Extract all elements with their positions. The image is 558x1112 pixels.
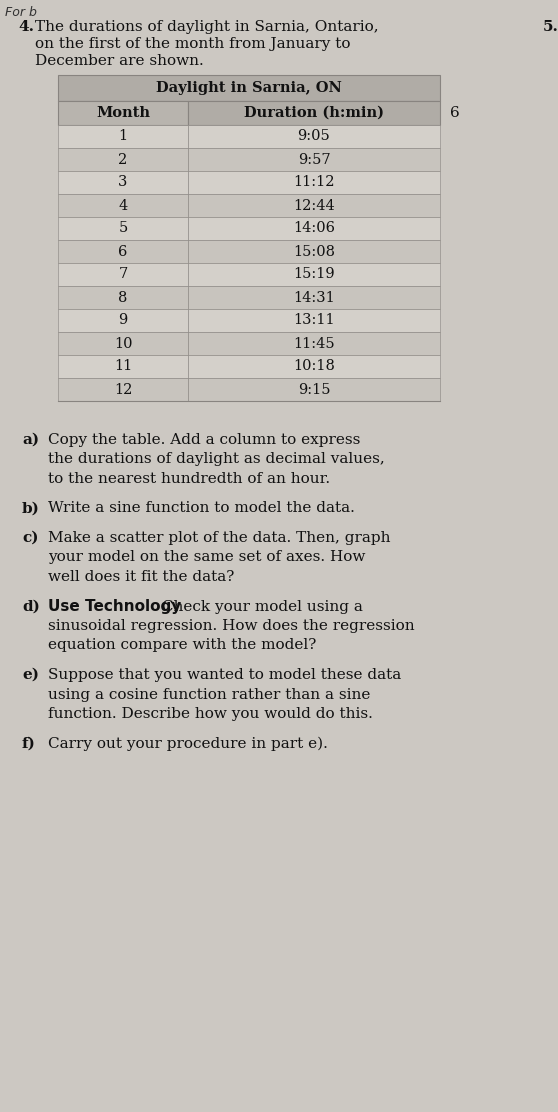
Bar (188, 193, 440, 217)
Bar (58, 101, 188, 125)
Text: 14:06: 14:06 (293, 221, 335, 236)
Bar (188, 125, 440, 148)
Bar (58, 332, 188, 355)
Text: 3: 3 (118, 176, 128, 189)
Bar (188, 332, 440, 355)
Bar (188, 286, 440, 309)
Text: 5: 5 (118, 221, 128, 236)
Bar (58, 286, 188, 309)
Text: 5.: 5. (543, 20, 558, 34)
Bar (58, 378, 188, 401)
Text: 15:08: 15:08 (293, 245, 335, 258)
Text: 11:12: 11:12 (294, 176, 335, 189)
Text: well does it fit the data?: well does it fit the data? (48, 570, 234, 584)
Bar (58, 217, 188, 240)
Bar (58, 171, 188, 193)
Text: 9: 9 (118, 314, 128, 328)
Text: f): f) (22, 736, 36, 751)
Text: 12: 12 (114, 383, 132, 397)
Text: 10:18: 10:18 (293, 359, 335, 374)
Text: 1: 1 (118, 129, 128, 143)
Bar (188, 378, 440, 401)
Text: 13:11: 13:11 (293, 314, 335, 328)
Text: 14:31: 14:31 (293, 290, 335, 305)
Text: function. Describe how you would do this.: function. Describe how you would do this… (48, 707, 373, 721)
Text: Use Technology: Use Technology (48, 599, 181, 615)
Text: For b: For b (5, 6, 37, 19)
Bar (188, 264, 440, 286)
Text: Copy the table. Add a column to express: Copy the table. Add a column to express (48, 433, 360, 447)
Text: 11:45: 11:45 (293, 337, 335, 350)
Text: 9:57: 9:57 (297, 152, 330, 167)
Text: Write a sine function to model the data.: Write a sine function to model the data. (48, 502, 355, 516)
Bar (58, 75, 440, 101)
Bar (58, 264, 188, 286)
Text: Daylight in Sarnia, ON: Daylight in Sarnia, ON (156, 81, 342, 95)
Text: 2: 2 (118, 152, 128, 167)
Bar (188, 171, 440, 193)
Bar (188, 355, 440, 378)
Bar (58, 355, 188, 378)
Text: Make a scatter plot of the data. Then, graph: Make a scatter plot of the data. Then, g… (48, 532, 391, 545)
Bar (188, 217, 440, 240)
Text: 11: 11 (114, 359, 132, 374)
Bar (188, 101, 440, 125)
Text: 9:05: 9:05 (297, 129, 330, 143)
Text: to the nearest hundredth of an hour.: to the nearest hundredth of an hour. (48, 471, 330, 486)
Text: 10: 10 (114, 337, 132, 350)
Text: equation compare with the model?: equation compare with the model? (48, 638, 316, 653)
Bar (188, 240, 440, 264)
Text: c): c) (22, 532, 39, 545)
Bar (188, 148, 440, 171)
Text: Check your model using a: Check your model using a (157, 599, 363, 614)
Text: 4: 4 (118, 199, 128, 212)
Text: a): a) (22, 433, 39, 447)
Text: 15:19: 15:19 (293, 268, 335, 281)
Text: 4.: 4. (18, 20, 34, 34)
Bar (58, 240, 188, 264)
Text: the durations of daylight as decimal values,: the durations of daylight as decimal val… (48, 453, 385, 467)
Bar (58, 125, 188, 148)
Text: sinusoidal regression. How does the regression: sinusoidal regression. How does the regr… (48, 619, 415, 633)
Bar (188, 309, 440, 332)
Text: Suppose that you wanted to model these data: Suppose that you wanted to model these d… (48, 668, 401, 682)
Text: 6: 6 (450, 106, 460, 120)
Text: 8: 8 (118, 290, 128, 305)
Text: 12:44: 12:44 (293, 199, 335, 212)
Text: your model on the same set of axes. How: your model on the same set of axes. How (48, 550, 365, 565)
Text: Duration (h:min): Duration (h:min) (244, 106, 384, 120)
Text: using a cosine function rather than a sine: using a cosine function rather than a si… (48, 687, 371, 702)
Bar (58, 193, 188, 217)
Text: on the first of the month from January to: on the first of the month from January t… (35, 37, 350, 51)
Bar (58, 148, 188, 171)
Text: The durations of daylight in Sarnia, Ontario,: The durations of daylight in Sarnia, Ont… (35, 20, 379, 34)
Text: 6: 6 (118, 245, 128, 258)
Text: d): d) (22, 599, 40, 614)
Text: 9:15: 9:15 (298, 383, 330, 397)
Bar (58, 309, 188, 332)
Text: e): e) (22, 668, 39, 682)
Text: Carry out your procedure in part e).: Carry out your procedure in part e). (48, 736, 328, 751)
Text: December are shown.: December are shown. (35, 54, 204, 68)
Text: b): b) (22, 502, 40, 516)
Text: 7: 7 (118, 268, 128, 281)
Text: Month: Month (96, 106, 150, 120)
